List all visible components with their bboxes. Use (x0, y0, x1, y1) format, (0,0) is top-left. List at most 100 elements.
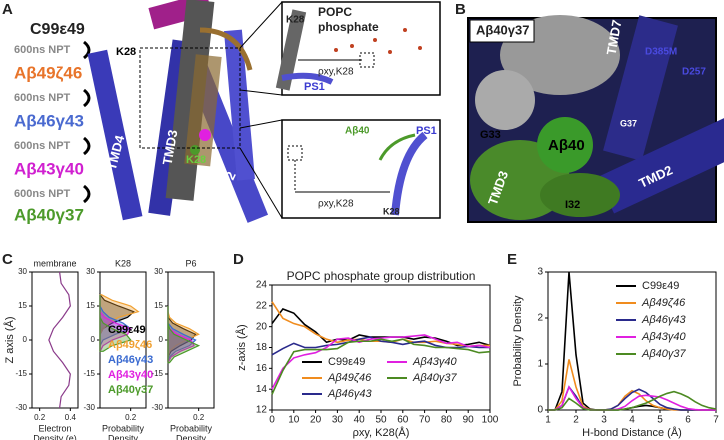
structure-label: Aβ40 (548, 137, 585, 154)
y-tick-label: 12 (256, 405, 268, 416)
x-tick-label: 0.2 (193, 413, 205, 422)
chart-title: POPC phosphate group distribution (287, 269, 476, 283)
y-tick-label: 0 (537, 405, 543, 416)
y-tick-label: -15 (151, 369, 163, 378)
inset-box (281, 1, 441, 96)
structure-label: I32 (565, 199, 580, 211)
x-tick-label: 7 (713, 415, 719, 426)
x-tick-label: 70 (419, 415, 431, 426)
method: 600ns NPT (14, 188, 71, 200)
protein-render (87, 0, 283, 223)
legend-label: Aβ40γ37 (412, 372, 457, 384)
distance-label: ρxy,K28 (318, 199, 354, 210)
x-axis-label: ρxy, K28(Å) (353, 426, 410, 439)
panel-letter: B (455, 1, 466, 18)
y-tick-label: 30 (18, 267, 27, 276)
legend-label: Aβ40γ37 (108, 384, 153, 396)
inset-title: phosphate (318, 20, 379, 34)
panel-letter: E (507, 251, 517, 268)
y-tick-label: 0 (159, 335, 164, 344)
structure-label: G33 (480, 129, 501, 141)
y-tick-label: 0 (23, 335, 28, 344)
y-tick-label: 1 (537, 359, 543, 370)
legend-label: C99ε49 (642, 280, 679, 292)
helix (281, 72, 334, 85)
y-tick-label: 2 (537, 313, 543, 324)
method: 600ns NPT (14, 92, 71, 104)
peptide-label: Aβ40 (345, 126, 370, 137)
x-tick-label: 60 (397, 415, 409, 426)
data-line (271, 334, 491, 390)
x-axis-label: H-bond Distance (Å) (582, 426, 682, 439)
data-line (548, 271, 716, 411)
start-label: C99ε49 (30, 21, 85, 38)
residue: K28 (383, 206, 400, 216)
legend-label: Aβ46γ43 (108, 354, 153, 366)
x-tick-label: 0 (269, 415, 275, 426)
data-line (548, 385, 716, 411)
method: 600ns NPT (14, 140, 71, 152)
data-line (548, 385, 716, 411)
data-line (271, 338, 491, 395)
panel-a: A C99ε49 600ns NPT Aβ49ζ46 600ns NPT Aβ4… (2, 0, 441, 224)
y-tick-label: 3 (537, 267, 543, 278)
y-axis-label: Z axis (Å) (3, 316, 16, 363)
distance-label: ρxy,K28 (318, 67, 354, 78)
legend-label: Aβ49ζ46 (108, 339, 152, 351)
y-axis-label: Probability Density (512, 295, 524, 387)
chart-title: membrane (33, 258, 76, 268)
legend-label: Aβ40γ37 (641, 348, 686, 360)
legend-label: Aβ49ζ46 (641, 297, 686, 309)
profile (99, 294, 132, 352)
profile (167, 306, 201, 364)
y-axis-label: z-axis (Å) (235, 324, 248, 370)
y-tick-label: -30 (151, 403, 163, 412)
y-tick-label: 20 (256, 321, 268, 332)
legend-label: Aβ49ζ46 (327, 372, 372, 384)
x-tick-label: 6 (685, 415, 691, 426)
product: Aβ46γ43 (14, 111, 84, 130)
y-tick-label: 14 (256, 384, 268, 395)
legend-label: Aβ46γ43 (327, 388, 372, 400)
structure-label: K28 (116, 46, 136, 58)
y-tick-label: -30 (83, 403, 95, 412)
legend-label: Aβ43γ40 (641, 331, 686, 343)
plot-frame (31, 271, 79, 409)
helix (391, 131, 428, 216)
product: Aβ43γ40 (14, 159, 84, 178)
x-tick-label: 100 (482, 415, 499, 426)
legend-label: Aβ43γ40 (412, 356, 457, 368)
legend-label: C99ε49 (108, 324, 146, 336)
lipids (334, 28, 422, 54)
x-axis-label: Electron (38, 423, 71, 433)
plot-frame (547, 271, 717, 411)
x-tick-label: 50 (375, 415, 387, 426)
data-line (548, 359, 716, 411)
inset-title: POPC (318, 5, 352, 19)
x-tick-label: 90 (463, 415, 475, 426)
y-tick-label: 22 (256, 300, 268, 311)
y-tick-label: 30 (86, 267, 95, 276)
chart-title: P6 (185, 258, 196, 268)
x-tick-label: 4 (629, 415, 635, 426)
x-tick-label: 0.2 (34, 413, 46, 422)
residue: K28 (286, 15, 305, 26)
y-tick-label: 30 (154, 267, 163, 276)
structure-label: D385M (645, 47, 677, 58)
structure-label: G37 (620, 118, 637, 128)
protein-label: PS1 (416, 125, 437, 137)
marker (359, 52, 375, 68)
x-tick-label: 1 (545, 415, 551, 426)
y-tick-label: 15 (18, 301, 27, 310)
x-tick-label: 5 (657, 415, 663, 426)
product: Aβ40γ37 (14, 205, 84, 224)
x-tick-label: 40 (354, 415, 366, 426)
structure-label: K28 (186, 154, 206, 166)
y-tick-label: 18 (256, 342, 268, 353)
data-line (548, 390, 717, 411)
legend-label: Aβ46γ43 (641, 314, 686, 326)
structure-label: D257 (682, 67, 706, 78)
y-tick-label: -15 (15, 369, 27, 378)
x-tick-label: 0.4 (65, 413, 77, 422)
